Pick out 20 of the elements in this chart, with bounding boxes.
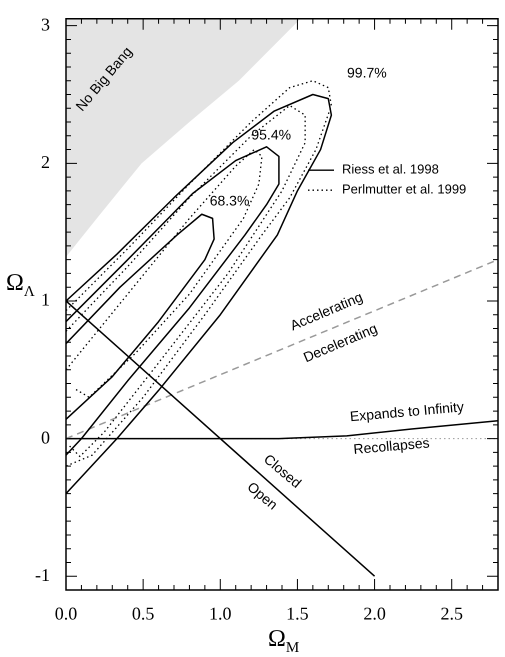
x-tick-label: 2.5 bbox=[440, 604, 463, 624]
annotation: Expands to Infinity bbox=[349, 398, 464, 424]
x-tick-label: 1.0 bbox=[209, 604, 232, 624]
annotation: 95.4% bbox=[251, 126, 292, 143]
x-tick-label: 0.0 bbox=[54, 604, 78, 624]
annotation: 68.3% bbox=[210, 192, 250, 209]
annotation: 99.7% bbox=[347, 64, 387, 81]
y-tick-label: 2 bbox=[41, 152, 50, 172]
x-tick-label: 0.5 bbox=[132, 604, 154, 624]
y-tick-label: 3 bbox=[41, 14, 50, 34]
x-tick-label: 1.5 bbox=[286, 604, 309, 624]
y-tick-label: 0 bbox=[41, 427, 50, 448]
y-axis-title: Ω$_{Λ}$ bbox=[6, 270, 35, 301]
annotation: Recollapses bbox=[352, 434, 430, 458]
legend-label: Perlmutter et al. 1999 bbox=[342, 182, 466, 197]
y-tick-label: -1 bbox=[35, 564, 50, 585]
x-axis-title: Ω$_{M}$ bbox=[268, 626, 300, 657]
y-tick-label: 1 bbox=[41, 290, 50, 310]
legend-label: Riess et al. 1998 bbox=[342, 162, 439, 177]
x-tick-label: 2.0 bbox=[363, 604, 386, 624]
